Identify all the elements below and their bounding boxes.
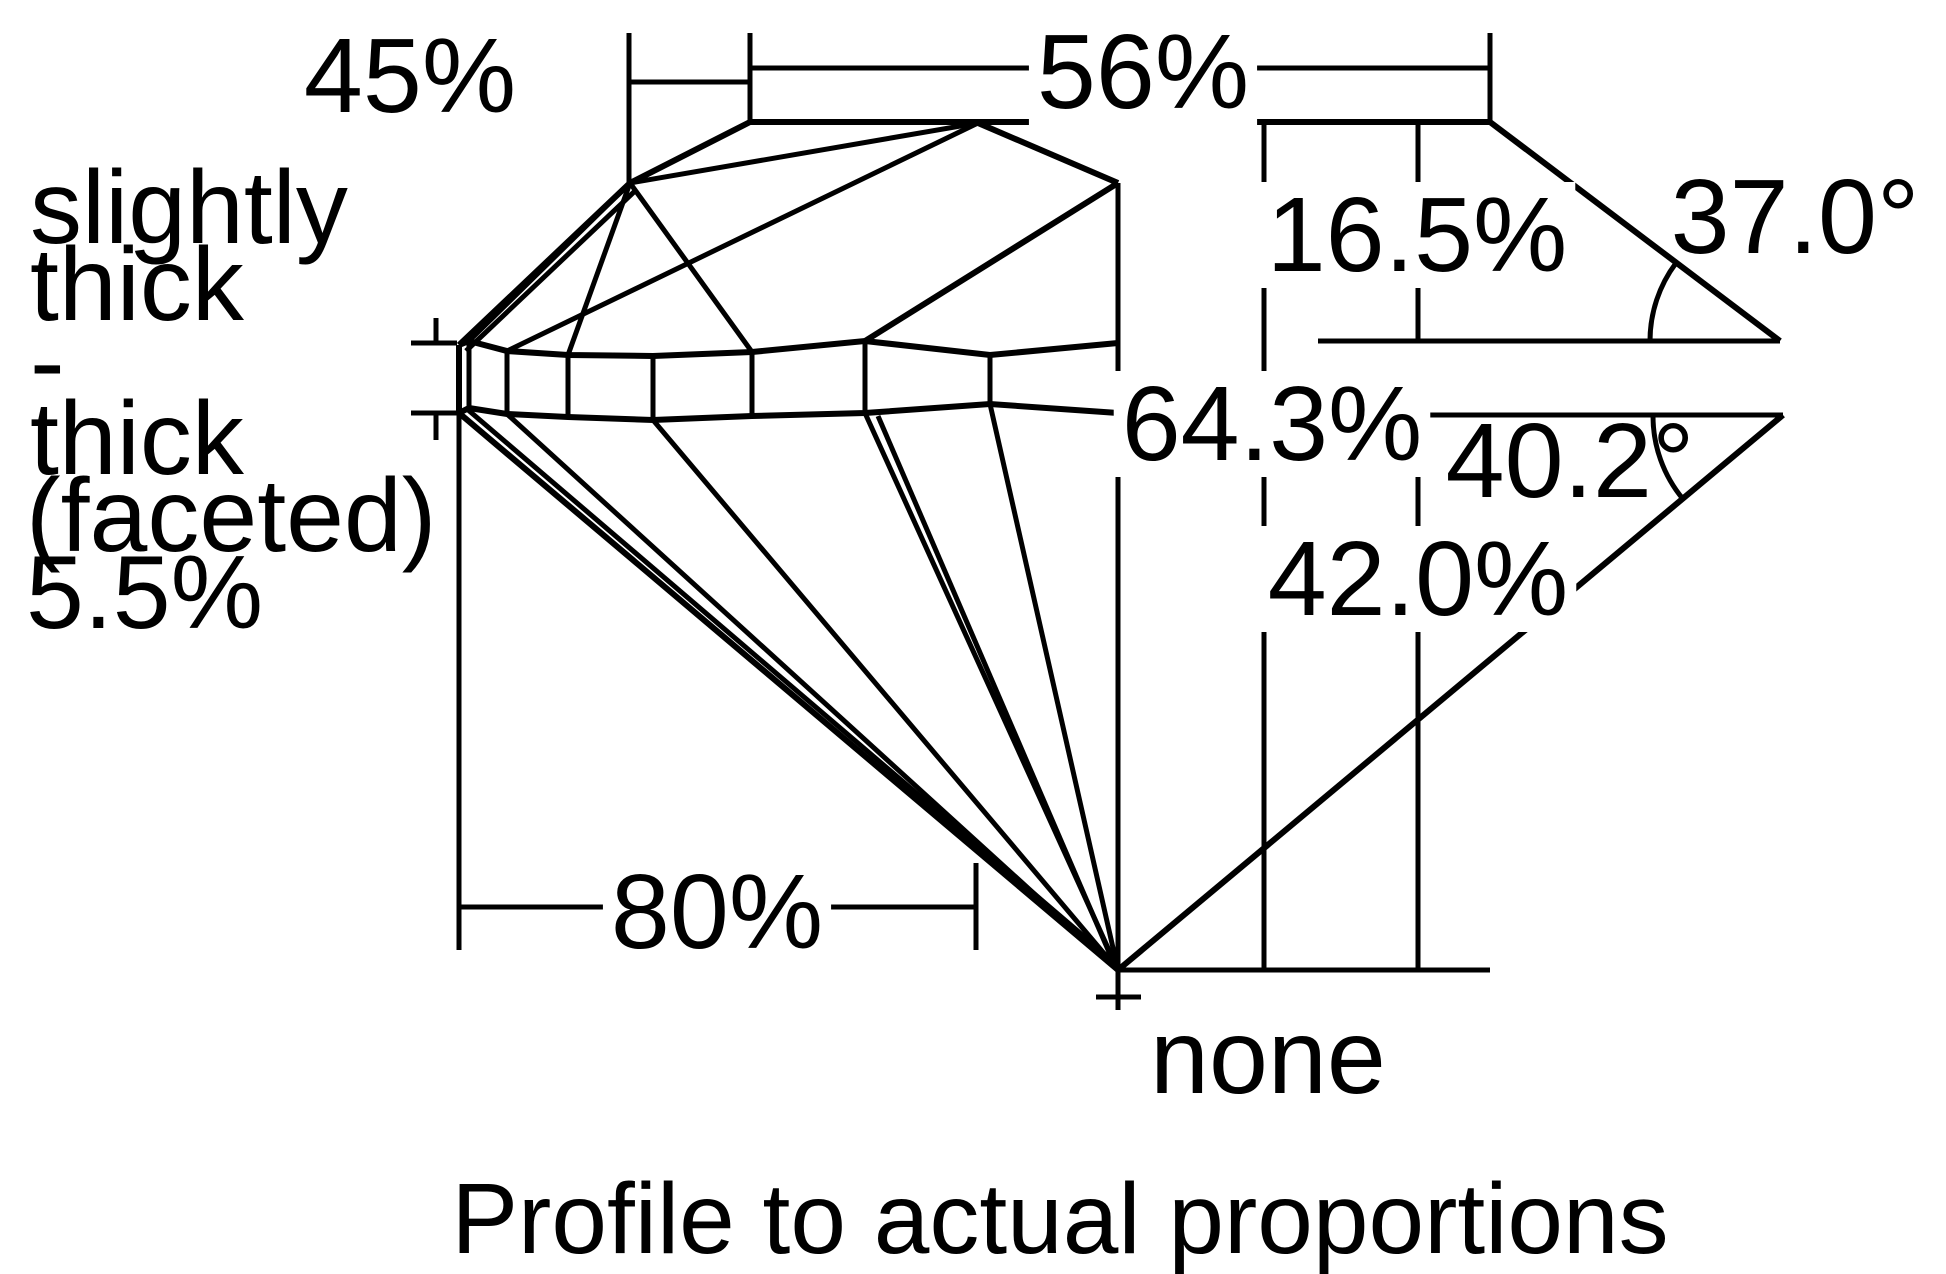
measurement-labels: 45% 56%slightlythick-thick(faceted)5.5%16… (26, 13, 1919, 1274)
pavilion-facet-1 (505, 412, 1120, 972)
label-girdle-line-3: - (30, 304, 65, 420)
pavilion-facet-2 (651, 418, 1120, 972)
label-crown-height: 16.5% (1267, 176, 1568, 294)
label-culet: none (1150, 998, 1386, 1116)
label-pavilion-depth: 42.0% (1268, 520, 1569, 638)
label-table-size-backdrop (1028, 19, 1258, 125)
angle-arcs (1647, 261, 1685, 501)
crown-facet-d (467, 181, 632, 343)
pavilion-outline (457, 410, 1120, 973)
label-girdle-line-5: (faceted) (26, 458, 436, 574)
label-crown-angle: 37.0° (1671, 158, 1920, 276)
label-lower-girdle-backdrop (602, 859, 832, 965)
label-table-size: 56% (1037, 13, 1249, 131)
crown-facet-apex-axis (976, 120, 1120, 186)
label-pavilion-depth-backdrop (1259, 526, 1577, 632)
label-total-depth: 64.3% (1122, 365, 1423, 483)
facet-and-dimension-lines (411, 33, 1785, 1010)
crown-facet-apex-star (629, 120, 979, 186)
crown-triangle-hypotenuse (1488, 119, 1782, 344)
crown-facet-b (627, 181, 755, 354)
pavilion-facet-4 (987, 403, 1121, 971)
label-star-length: 45% (304, 17, 516, 135)
label-total-depth-backdrop (1113, 371, 1431, 477)
pavilion-triangle-hypotenuse (1116, 412, 1785, 973)
pavilion-facet-3b (875, 415, 1118, 967)
caption: Profile to actual proportions (451, 1163, 1668, 1274)
label-lower-girdle: 80% (611, 853, 823, 971)
label-girdle-line-2: thick (30, 227, 245, 343)
label-pavilion-angle: 40.2° (1446, 402, 1695, 520)
crown-angle-arc (1647, 261, 1679, 342)
label-crown-height-backdrop (1258, 182, 1576, 288)
pavilion-angle-arc (1650, 414, 1685, 501)
crown-facet-axis-girdle (863, 180, 1120, 344)
label-girdle-line-6: 5.5% (26, 535, 263, 651)
label-girdle-line-4: thick (30, 381, 245, 497)
crown-outline-left-inner (464, 188, 638, 353)
label-girdle-line-1: slightly (30, 150, 348, 266)
crown-facet-c (565, 182, 633, 356)
